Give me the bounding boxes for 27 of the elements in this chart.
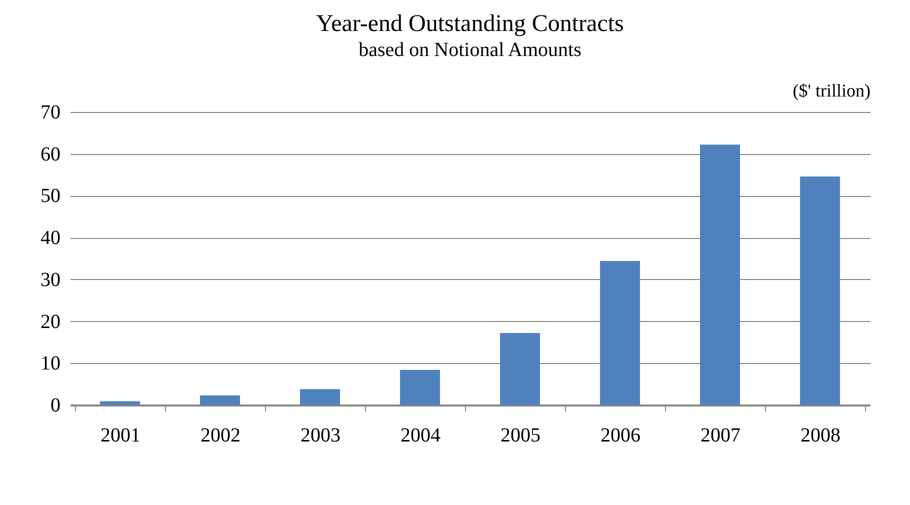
y-tick-label: 0 [50,394,60,416]
bar [200,395,240,405]
y-tick-label: 70 [40,102,60,124]
y-tick-label: 30 [40,268,60,291]
chart-subtitle: based on Notional Amounts [358,39,582,61]
y-tick-label: 50 [40,185,60,208]
y-tick-label: 60 [40,143,60,166]
x-tick-label: 2005 [500,424,540,446]
x-tick-label: 2008 [800,424,840,446]
bar [300,389,340,405]
y-axis-title: ($' trillion) [792,80,870,100]
bar [400,370,440,405]
x-tick-label: 2002 [200,424,240,446]
x-tick-label: 2004 [400,424,440,446]
x-tick-label: 2007 [700,424,740,446]
bar [700,144,740,405]
x-tick-label: 2003 [300,424,340,446]
x-tick-label: 2001 [100,424,140,446]
y-tick-label: 20 [40,310,60,333]
bar [100,401,140,405]
y-tick-label: 10 [40,352,60,375]
chart-title: Year-end Outstanding Contracts [316,11,624,37]
y-tick-label: 40 [40,227,60,250]
bar [600,261,640,405]
bar [500,333,540,405]
x-tick-label: 2006 [600,424,640,446]
bar [800,176,840,405]
